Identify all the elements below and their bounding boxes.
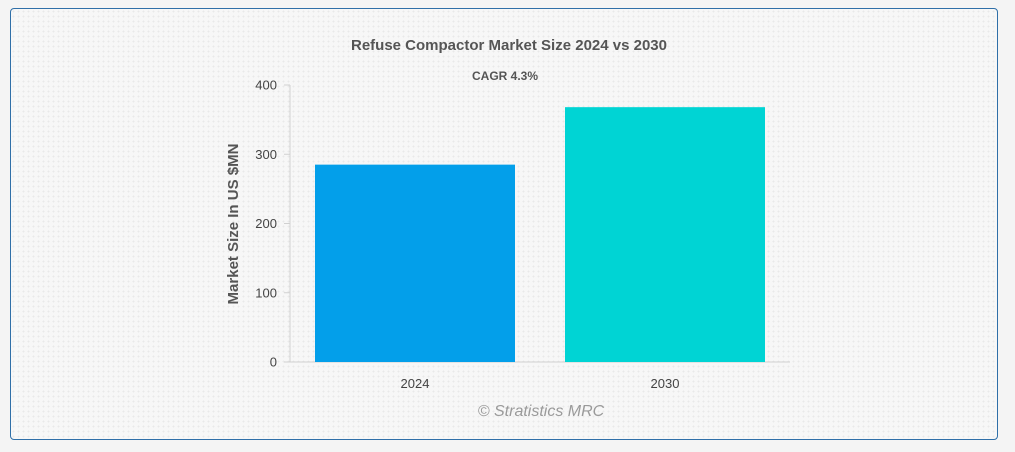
y-tick-label: 400 [255, 78, 277, 93]
y-tick-label: 300 [255, 147, 277, 162]
chart-title: Refuse Compactor Market Size 2024 vs 203… [351, 37, 667, 54]
y-tick-label: 0 [270, 355, 277, 370]
bar-2024 [315, 164, 515, 362]
x-tick-label: 2024 [401, 376, 430, 391]
bar-2030 [565, 107, 765, 362]
bars [315, 107, 765, 362]
chart-subtitle: CAGR 4.3% [472, 69, 538, 83]
x-ticks: 2024 2030 [401, 376, 680, 391]
watermark: © Stratistics MRC [478, 403, 605, 420]
y-tick-label: 100 [255, 285, 277, 300]
y-axis-label: Market Size In US $MN [225, 144, 242, 305]
y-ticks: 0 100 200 300 400 [255, 78, 290, 370]
x-tick-label: 2030 [651, 376, 680, 391]
y-tick-label: 200 [255, 216, 277, 231]
